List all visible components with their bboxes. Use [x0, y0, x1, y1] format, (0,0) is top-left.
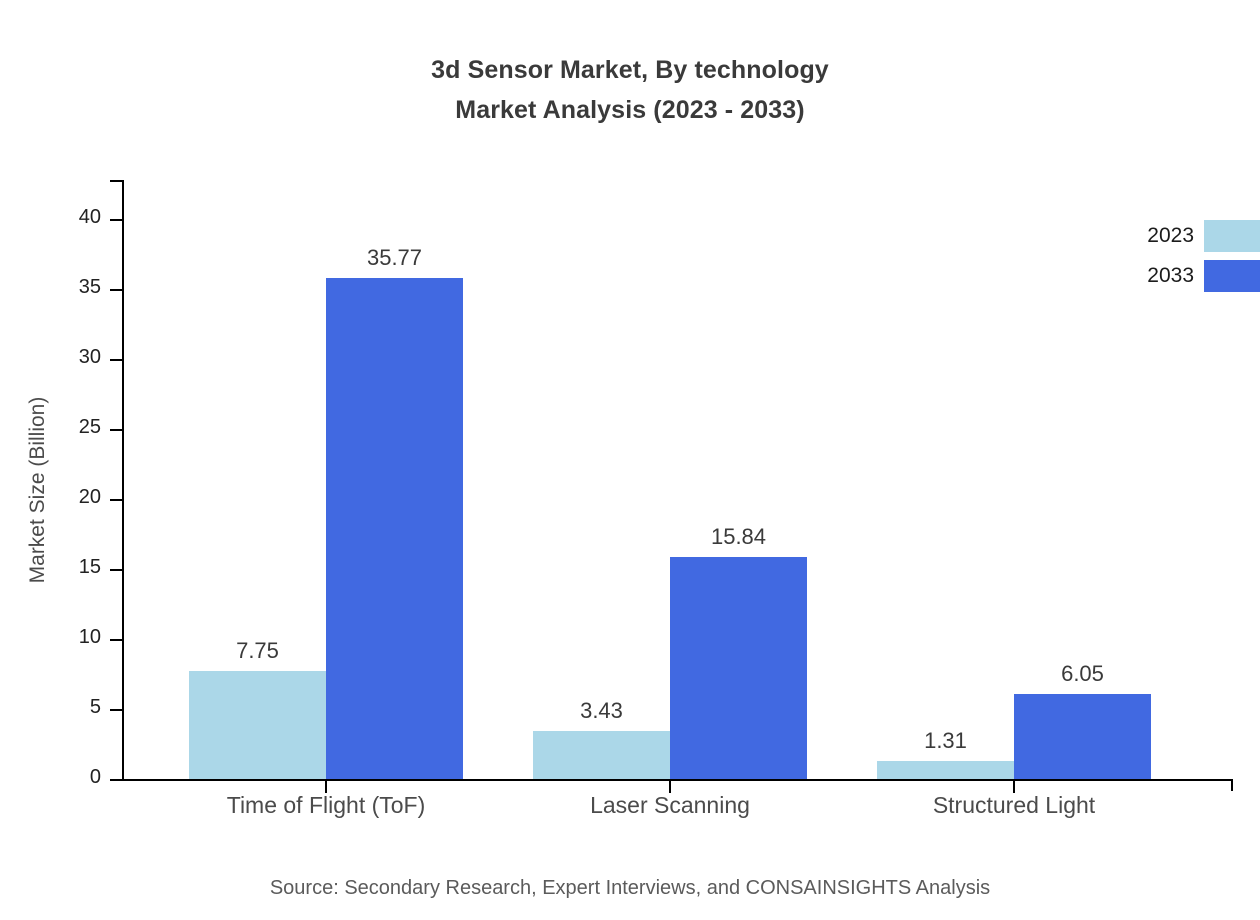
bar-2033-1[interactable]: 35.77 — [326, 245, 463, 779]
x-axis-end-cap — [1231, 779, 1233, 791]
bar-2023-1[interactable]: 7.75 — [189, 638, 326, 779]
x-axis-category-label: Laser Scanning — [590, 792, 750, 818]
y-axis-tick: 0 — [90, 766, 122, 788]
y-axis-tick: 20 — [79, 486, 122, 508]
y-axis-top-cap — [110, 180, 122, 182]
chart-title: 3d Sensor Market, By technology Market A… — [0, 50, 1260, 130]
x-axis-tick — [1013, 781, 1015, 793]
y-axis-tick-label: 40 — [78, 206, 101, 228]
bar-2023-2[interactable]: 3.43 — [533, 698, 670, 779]
y-axis-tick-label: 0 — [89, 766, 101, 788]
y-axis-tick: 30 — [79, 346, 122, 368]
x-axis-line — [122, 779, 1233, 781]
x-axis-category-label: Time of Flight (ToF) — [226, 792, 426, 818]
y-axis-tick-label: 10 — [78, 626, 101, 648]
y-axis-tick-label: 20 — [78, 486, 101, 508]
y-axis-tick: 35 — [79, 276, 122, 298]
bar-value-label: 3.43 — [580, 697, 623, 723]
y-axis-line — [122, 180, 124, 781]
y-axis-tick: 10 — [79, 626, 122, 648]
y-axis-tick-label: 30 — [78, 346, 101, 368]
y-axis-tick: 5 — [90, 696, 122, 718]
y-axis-tick: 25 — [79, 416, 122, 438]
legend-item-label: 2033 — [1147, 264, 1194, 287]
y-axis-title: Market Size (Billion) — [26, 396, 49, 584]
x-axis-tick — [325, 781, 327, 793]
source-note: Source: Secondary Research, Expert Inter… — [269, 877, 991, 899]
bar-value-label: 7.75 — [236, 637, 279, 663]
plot-area: 0 5 10 15 20 25 30 35 40 Time of Flight (ToF) Las… — [79, 180, 1233, 818]
legend-item-2023[interactable]: 2023 — [1100, 216, 1260, 256]
legend-item-label: 2023 — [1147, 224, 1194, 247]
chart-title-line-1: 3d Sensor Market, By technology — [431, 56, 829, 84]
bar-value-label: 35.77 — [366, 245, 423, 271]
y-axis-tick-label: 5 — [89, 696, 101, 718]
chart-title-line-2: Market Analysis (2023 - 2033) — [455, 96, 805, 124]
legend-color-swatch — [1204, 220, 1260, 252]
bar-2033-3[interactable]: 6.05 — [1014, 661, 1151, 779]
y-axis-tick: 40 — [79, 206, 122, 228]
chart-legend: 2023 2033 — [1100, 216, 1260, 296]
legend-item-2033[interactable]: 2033 — [1100, 256, 1260, 296]
y-axis-tick-label: 25 — [78, 416, 101, 438]
bar-2033-2[interactable]: 15.84 — [670, 524, 807, 779]
x-axis-category-label: Structured Light — [932, 792, 1096, 818]
y-axis-tick: 15 — [79, 556, 122, 578]
x-axis-tick — [669, 781, 671, 793]
y-axis-tick-label: 15 — [78, 556, 101, 578]
bar-value-label: 15.84 — [710, 524, 767, 550]
bar-value-label: 6.05 — [1061, 661, 1104, 687]
bar-2023-3[interactable]: 1.31 — [877, 728, 1014, 779]
y-axis-title-container: Market Size (Billion) — [2, 180, 49, 800]
bar-value-label: 1.31 — [924, 727, 967, 753]
legend-color-swatch — [1204, 260, 1260, 292]
y-axis-tick-label: 35 — [78, 276, 101, 298]
